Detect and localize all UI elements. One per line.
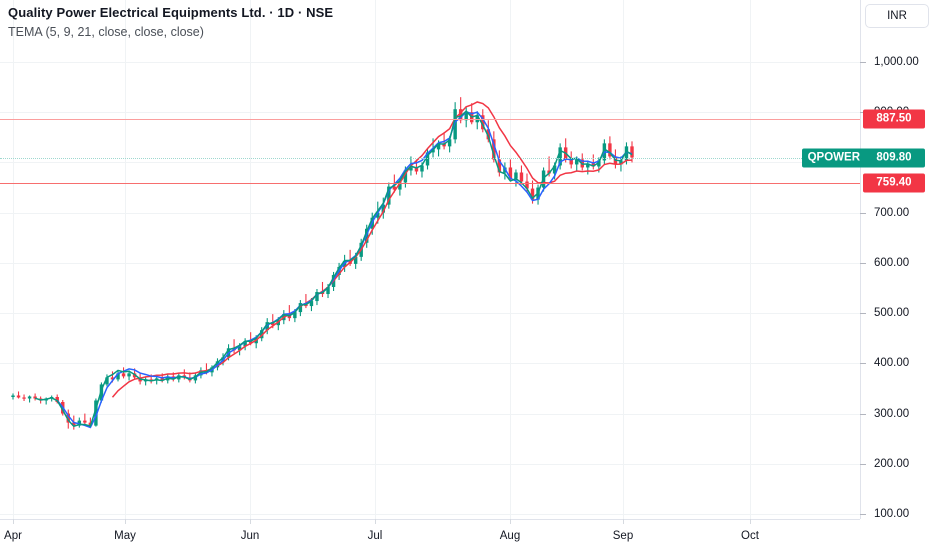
gridline-vertical <box>623 0 624 519</box>
price-axis-tick-mark <box>860 262 866 264</box>
gridline-vertical <box>510 0 511 519</box>
time-axis-tick-mark <box>13 519 14 524</box>
time-axis-tick-label: Oct <box>741 530 759 542</box>
candlestick-canvas <box>11 97 634 430</box>
price-axis-tick-label: 500.00 <box>874 307 910 320</box>
time-axis-tick-label: Sep <box>612 530 634 542</box>
time-axis-tick-label: Apr <box>4 530 22 542</box>
symbol-badge[interactable]: QPOWER <box>801 148 866 167</box>
gridline-vertical <box>375 0 376 519</box>
last-price-line <box>0 157 860 159</box>
gridline-horizontal <box>0 363 860 365</box>
tema-21-line <box>111 101 633 398</box>
gridline-horizontal <box>0 463 860 465</box>
tema-5-line <box>34 110 633 428</box>
price-axis-tick-label: 100.00 <box>874 508 910 520</box>
chart-title[interactable]: Quality Power Electrical Equipments Ltd.… <box>8 5 334 20</box>
candlestick-series <box>11 97 634 430</box>
time-axis-tick-mark <box>375 519 376 524</box>
price-axis-tick-label: 400.00 <box>874 357 910 370</box>
time-axis-tick-label: Jun <box>240 530 260 542</box>
last-price-badge[interactable]: 809.80 <box>863 148 925 167</box>
chart-plot-area[interactable] <box>0 0 860 519</box>
price-axis-tick-mark <box>860 413 866 415</box>
indicator-legend-tema[interactable]: TEMA (5, 9, 21, close, close, close) <box>8 25 204 39</box>
price-axis-tick-mark <box>860 514 866 515</box>
gridline-vertical <box>250 0 251 519</box>
price-axis-tick-mark <box>860 363 866 365</box>
price-axis-tick-mark <box>860 62 866 63</box>
price-axis-tick-label: 200.00 <box>874 457 910 470</box>
time-axis-tick-label: Aug <box>499 530 521 542</box>
time-axis-tick-label: May <box>114 530 136 542</box>
time-axis-tick-mark <box>125 519 126 524</box>
time-axis-tick-mark <box>623 519 624 524</box>
gridline-vertical <box>750 0 751 519</box>
price-axis[interactable]: INR 100.00 200.00 300.00 400.00 500.00 600.00… <box>801 0 932 546</box>
resistance-price-badge[interactable]: 887.50 <box>863 109 925 128</box>
gridline-horizontal <box>0 262 860 264</box>
time-axis-tick-label: Jul <box>367 530 383 542</box>
support-price-badge[interactable]: 759.40 <box>863 173 925 193</box>
price-axis-tick-mark <box>860 212 866 214</box>
chart-gridlines <box>0 0 860 519</box>
time-axis-tick-mark <box>750 519 751 524</box>
currency-button[interactable]: INR <box>865 4 929 28</box>
price-axis-tick-label: 1,000.00 <box>874 56 919 68</box>
time-axis-tick-mark <box>510 519 511 524</box>
gridline-horizontal <box>0 212 860 214</box>
price-axis-tick-mark <box>860 313 866 315</box>
resistance-price-line <box>0 118 860 120</box>
gridline-horizontal <box>0 413 860 415</box>
time-axis-tick-mark <box>250 519 251 524</box>
support-price-line <box>0 182 860 184</box>
gridline-vertical <box>13 0 14 519</box>
chart-header: Quality Power Electrical Equipments Ltd.… <box>8 5 333 39</box>
price-axis-tick-label: 700.00 <box>874 206 910 219</box>
price-axis-tick-mark <box>860 463 866 465</box>
gridline-horizontal <box>0 162 860 164</box>
time-axis[interactable]: Apr May Jun Jul Aug Sep Oct <box>0 519 932 550</box>
tema-9-line <box>56 110 633 429</box>
gridline-horizontal <box>0 112 860 114</box>
price-axis-tick-label: 600.00 <box>874 256 910 269</box>
price-axis-tick-label: 300.00 <box>874 407 910 420</box>
gridline-horizontal <box>0 313 860 315</box>
gridline-horizontal <box>0 62 860 63</box>
gridline-horizontal <box>0 514 860 515</box>
gridline-vertical <box>125 0 126 519</box>
